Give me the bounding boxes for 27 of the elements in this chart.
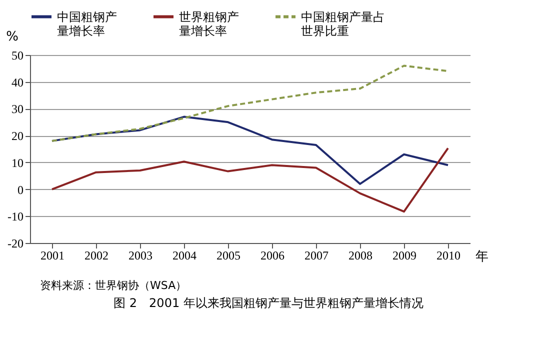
line-series [51,147,449,213]
x-tick-label: 2001 [40,248,64,262]
y-tick-label: -10 [8,210,24,224]
x-tick-label: 2010 [436,248,460,262]
legend-label: 中国粗钢产量占世界比重 [301,10,385,38]
x-tick-label: 2002 [84,248,108,262]
x-tick-label: 2008 [348,248,372,262]
y-tick-label: 0 [18,182,24,197]
text: 图 2 2001 年以来我国粗钢产量与世界粗钢产量增长情况 [112,295,424,312]
y-tick-label: 10 [12,156,24,170]
y-axis-title: % [6,30,18,44]
y-tick-label: 20 [12,129,24,144]
legend-label: 中国粗钢产量增长率 [57,10,117,38]
y-tick-label: 50 [12,48,24,62]
text: 资料来源：世界钢协（WSA） [40,278,188,293]
x-tick-label: 2004 [172,248,196,262]
x-tick-label: 2009 [392,248,416,262]
x-tick-label: 2007 [304,248,328,262]
x-axis-title: 年 [476,250,488,264]
line-series [51,64,449,142]
x-tick-label: 2005 [216,248,240,262]
y-tick-label: -20 [8,236,24,250]
y-tick-label: 40 [12,75,24,90]
x-tick-label: 2003 [128,248,152,262]
x-tick-label: 2006 [260,248,284,262]
legend-label: 世界粗钢产量增长率 [179,10,239,38]
y-tick-label: 30 [12,102,24,116]
